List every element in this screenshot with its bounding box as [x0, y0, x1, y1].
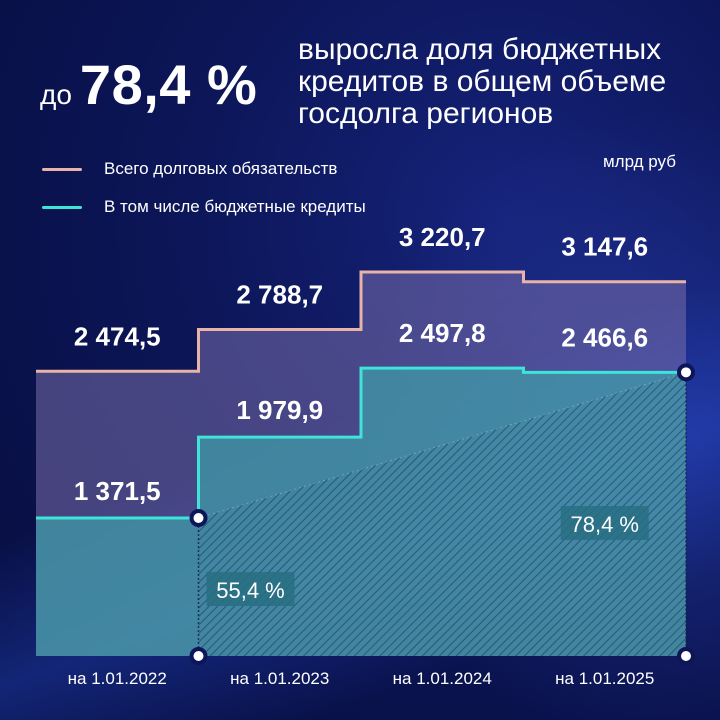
point-marker	[677, 647, 695, 665]
total-value-label: 3 147,6	[561, 232, 648, 262]
budget-value-label: 2 497,8	[399, 318, 486, 348]
total-value-label: 2 788,7	[236, 279, 323, 309]
share-label: 55,4 %	[216, 578, 285, 603]
subtitle-line: госдолга регионов	[298, 97, 554, 130]
legend-item-budget: В том числе бюджетные кредиты	[42, 188, 366, 226]
x-tick-label: на 1.01.2025	[555, 669, 654, 688]
legend-item-total: Всего долговых обязательств	[42, 150, 366, 188]
headline-value: 78,4 %	[79, 53, 258, 116]
point-marker	[677, 363, 695, 382]
budget-value-label: 1 979,9	[236, 395, 323, 425]
subtitle: выросла доля бюджетных кредитов в общем …	[298, 34, 698, 130]
share-growth-area	[198, 372, 686, 656]
subtitle-line: кредитов в общем объеме	[298, 65, 667, 98]
headline: до 78,4 %	[40, 52, 257, 117]
share-badge	[560, 506, 649, 540]
share-badge	[206, 572, 295, 606]
point-marker	[189, 647, 208, 665]
legend-label-budget: В том числе бюджетные кредиты	[104, 197, 366, 216]
legend: Всего долговых обязательств В том числе …	[42, 150, 366, 226]
headline-prefix: до	[40, 79, 72, 110]
total-value-label: 2 474,5	[74, 321, 161, 351]
legend-swatch-budget	[42, 205, 82, 209]
x-tick-label: на 1.01.2023	[230, 669, 329, 688]
total-value-label: 3 220,7	[399, 222, 486, 252]
legend-swatch-total	[42, 167, 82, 171]
point-marker	[189, 509, 208, 527]
subtitle-line: выросла доля бюджетных	[298, 33, 662, 66]
budget-line	[36, 366, 686, 520]
x-tick-label: на 1.01.2022	[68, 669, 167, 688]
budget-value-label: 2 466,6	[561, 322, 648, 352]
legend-label-total: Всего долговых обязательств	[104, 159, 338, 178]
x-tick-label: на 1.01.2024	[393, 669, 492, 688]
budget-value-label: 1 371,5	[74, 476, 161, 506]
share-label: 78,4 %	[571, 512, 640, 537]
total-line	[36, 270, 686, 373]
units-label: млрд руб	[602, 152, 676, 171]
